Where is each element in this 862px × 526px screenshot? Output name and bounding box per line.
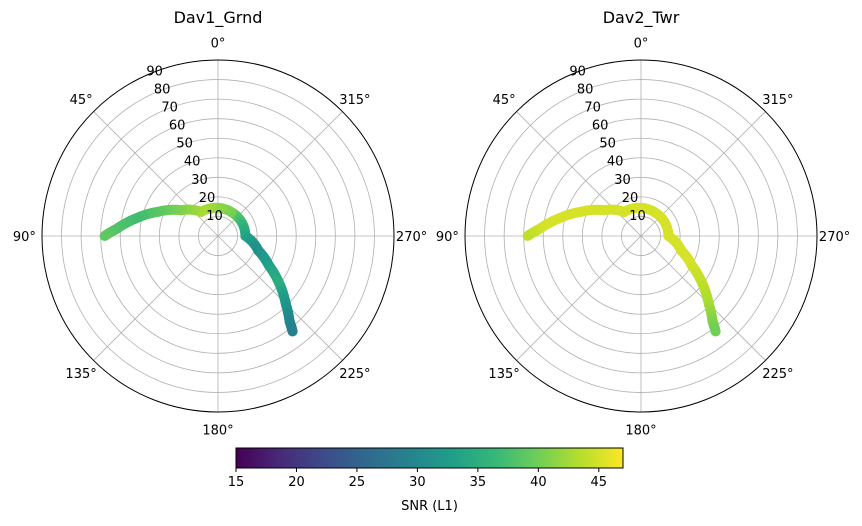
radial-tick-label: 10 (629, 209, 646, 224)
colorbar-label: SNR (L1) (401, 499, 458, 514)
angular-tick-label: 135° (488, 367, 519, 382)
angular-tick-label: 0° (634, 36, 649, 51)
angular-tick-label: 225° (762, 367, 793, 382)
polar-frame (464, 59, 818, 413)
radial-gridline (621, 216, 661, 256)
radial-gridline (80, 98, 356, 374)
radial-gridline (178, 196, 258, 276)
angular-tick-label: 180° (202, 424, 233, 439)
radial-gridline (198, 216, 238, 256)
angular-tick-label: 90° (13, 230, 36, 245)
radial-gridline (484, 79, 798, 393)
radial-tick-label: 40 (184, 155, 201, 170)
colorbar-tick-label: 15 (228, 475, 245, 490)
colorbar-gradient (235, 447, 624, 469)
radial-tick-label: 30 (191, 173, 208, 188)
angular-gridline (516, 235, 642, 361)
angular-gridlines (42, 60, 394, 412)
radial-tick-label: 80 (154, 83, 171, 98)
angular-tick-label: 45° (70, 93, 93, 108)
radial-gridline (503, 98, 779, 374)
angular-tick-label: 315° (339, 93, 370, 108)
colorbar-tick-label: 25 (349, 475, 366, 490)
radial-tick-label: 70 (584, 101, 601, 116)
radial-tick-label: 70 (161, 101, 178, 116)
radial-tick-label: 20 (622, 191, 639, 206)
satellite-track (522, 202, 721, 337)
colorbar-tick-label: 35 (470, 475, 487, 490)
track-point (522, 231, 533, 241)
radial-tick-label: 10 (206, 209, 223, 224)
radial-gridline (61, 79, 375, 393)
colorbar-tick-label: 20 (288, 475, 305, 490)
radial-tick-label: 80 (577, 83, 594, 98)
angular-tick-label: 0° (211, 36, 226, 51)
radial-gridline (601, 196, 681, 276)
angular-tick-label: 315° (762, 93, 793, 108)
radial-tick-label: 40 (607, 155, 624, 170)
angular-tick-label: 45° (493, 93, 516, 108)
track-point (710, 326, 721, 337)
radial-gridline (119, 137, 317, 335)
track-point (99, 231, 110, 241)
radial-tick-label: 60 (169, 119, 186, 134)
satellite-track (99, 202, 298, 337)
colorbar-tick-label: 30 (409, 475, 426, 490)
panel-title: Dav2_Twr (603, 8, 680, 28)
radial-gridlines (484, 79, 798, 393)
angular-tick-label: 225° (339, 367, 370, 382)
radial-tick-label: 20 (199, 191, 216, 206)
radial-gridline (139, 157, 297, 315)
radial-tick-label: 90 (146, 64, 163, 79)
angular-tick-label: 270° (396, 230, 427, 245)
angular-gridlines (465, 60, 817, 412)
polar-panel-dav1: Dav1_Grnd 10 20 30 40 50 60 70 80 90 0° 45° 90° 135°… (13, 8, 427, 439)
colorbar: SNR (L1) 15 20 25 30 35 40 45 (228, 447, 624, 514)
radial-gridline (542, 137, 740, 335)
radial-tick-label: 50 (599, 137, 616, 152)
radial-tick-label: 90 (569, 64, 586, 79)
radial-gridline (562, 157, 720, 315)
track-point (287, 326, 298, 337)
colorbar-tick-label: 45 (591, 475, 608, 490)
panel-title: Dav1_Grnd (174, 8, 263, 28)
radial-tick-label: 60 (592, 119, 609, 134)
angular-tick-label: 180° (625, 424, 656, 439)
angular-tick-label: 90° (436, 230, 459, 245)
colorbar-tick-label: 40 (530, 475, 547, 490)
radial-gridline (158, 176, 278, 296)
radial-tick-label: 50 (176, 137, 193, 152)
radial-gridline (581, 176, 701, 296)
angular-tick-label: 135° (65, 367, 96, 382)
angular-tick-label: 270° (819, 230, 850, 245)
polar-frame (41, 59, 395, 413)
radial-tick-label: 30 (614, 173, 631, 188)
angular-gridline (93, 235, 219, 361)
polar-panel-dav2: Dav2_Twr 10 20 30 40 50 60 70 80 90 0° 45° 90° 135° 1… (436, 8, 850, 439)
